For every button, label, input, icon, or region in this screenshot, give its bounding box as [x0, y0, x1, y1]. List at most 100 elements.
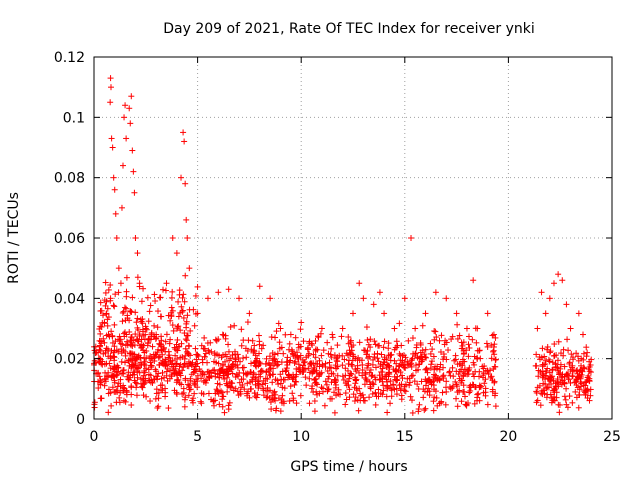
- data-point: [131, 377, 138, 384]
- data-point: [312, 360, 319, 367]
- data-point: [387, 400, 394, 407]
- data-point: [110, 302, 117, 309]
- data-point: [277, 408, 284, 415]
- data-point: [264, 393, 271, 400]
- data-point: [484, 343, 491, 350]
- data-point: [217, 366, 224, 373]
- data-point: [406, 382, 413, 389]
- data-point: [214, 387, 221, 394]
- data-point: [327, 395, 334, 402]
- data-point: [111, 377, 118, 384]
- data-point: [407, 393, 414, 400]
- data-point: [366, 369, 373, 376]
- data-point: [272, 359, 279, 366]
- data-point: [331, 389, 338, 396]
- data-point: [342, 401, 349, 408]
- data-point: [410, 350, 417, 357]
- data-point: [547, 348, 554, 355]
- data-point: [409, 335, 416, 342]
- data-point: [397, 387, 404, 394]
- data-point: [439, 389, 446, 396]
- data-point: [318, 384, 325, 391]
- data-point: [566, 393, 573, 400]
- y-tick-label: 0.04: [54, 291, 85, 307]
- data-point: [143, 326, 150, 333]
- data-point: [320, 385, 327, 392]
- data-point: [120, 162, 127, 169]
- data-point: [182, 180, 189, 187]
- data-point: [183, 337, 190, 344]
- data-point: [375, 386, 382, 393]
- data-point: [462, 393, 469, 400]
- data-point: [348, 361, 355, 368]
- data-point: [111, 186, 118, 193]
- data-point: [569, 373, 576, 380]
- data-point: [436, 366, 443, 373]
- data-point: [421, 351, 428, 358]
- data-point: [189, 361, 196, 368]
- data-point: [248, 360, 255, 367]
- data-point: [469, 336, 476, 343]
- data-point: [319, 362, 326, 369]
- data-point: [286, 359, 293, 366]
- data-point: [286, 340, 293, 347]
- data-point: [144, 294, 151, 301]
- data-point: [134, 354, 141, 361]
- data-point: [441, 341, 448, 348]
- data-point: [182, 272, 189, 279]
- data-point: [117, 376, 124, 383]
- data-point: [347, 339, 354, 346]
- data-point: [184, 332, 191, 339]
- data-point: [558, 374, 565, 381]
- data-point: [351, 384, 358, 391]
- data-point: [344, 378, 351, 385]
- data-point: [133, 384, 140, 391]
- data-point: [185, 392, 192, 399]
- data-point: [580, 382, 587, 389]
- data-point: [212, 370, 219, 377]
- data-point: [393, 385, 400, 392]
- data-point: [183, 216, 190, 223]
- data-point: [109, 384, 116, 391]
- data-point: [168, 294, 175, 301]
- data-point: [108, 402, 115, 409]
- data-point: [295, 361, 302, 368]
- data-point: [127, 307, 134, 314]
- data-point: [169, 235, 176, 241]
- data-point: [119, 341, 126, 348]
- data-point: [286, 397, 293, 404]
- data-point: [409, 409, 416, 416]
- data-point: [450, 383, 457, 390]
- data-point: [371, 374, 378, 381]
- data-point: [128, 308, 135, 315]
- data-point: [422, 366, 429, 373]
- data-point: [381, 338, 388, 345]
- data-point: [318, 352, 325, 359]
- data-point: [100, 335, 107, 342]
- data-point: [311, 376, 318, 383]
- data-point: [117, 336, 124, 343]
- data-point: [376, 376, 383, 383]
- data-point: [324, 339, 331, 346]
- data-point: [372, 364, 379, 371]
- data-point: [461, 388, 468, 395]
- data-point: [244, 392, 251, 399]
- data-point: [121, 114, 128, 121]
- data-point: [575, 404, 582, 411]
- data-point: [561, 363, 568, 370]
- data-point: [113, 347, 120, 354]
- data-point: [143, 354, 150, 361]
- data-point: [108, 328, 115, 335]
- data-point: [305, 365, 312, 372]
- data-point: [262, 360, 269, 367]
- data-point: [148, 329, 155, 336]
- data-point: [118, 204, 125, 211]
- data-point: [140, 285, 147, 292]
- data-point: [174, 323, 181, 330]
- data-point: [346, 386, 353, 393]
- data-point: [398, 342, 405, 349]
- data-point: [183, 324, 190, 331]
- data-point: [175, 323, 182, 330]
- data-point: [138, 298, 145, 305]
- data-point: [159, 369, 166, 376]
